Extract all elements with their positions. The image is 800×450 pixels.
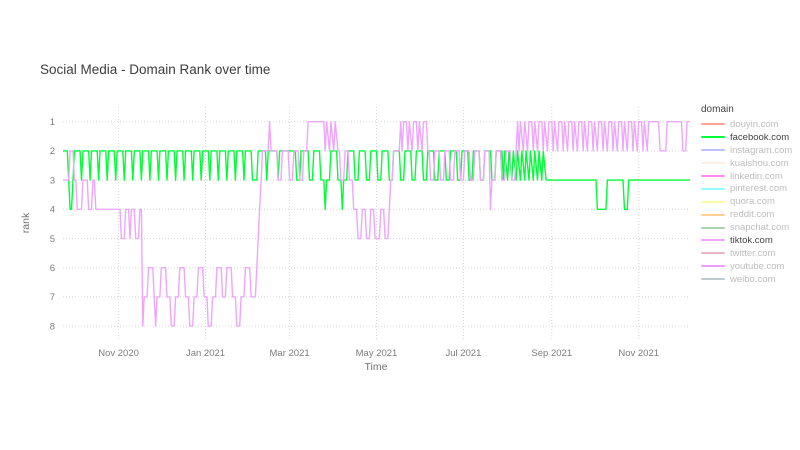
legend-item-tiktok.com[interactable]: tiktok.com xyxy=(701,234,797,247)
legend-swatch xyxy=(701,252,725,255)
legend-swatch xyxy=(701,175,725,177)
legend-swatch xyxy=(701,187,725,190)
legend-swatch xyxy=(701,278,725,281)
legend-item-reddit.com[interactable]: reddit.com xyxy=(701,208,797,221)
legend-swatch xyxy=(701,200,725,203)
y-tick-label: 8 xyxy=(50,321,55,332)
legend-swatch xyxy=(701,213,725,216)
legend-item-youtube.com[interactable]: youtube.com xyxy=(701,260,797,273)
x-tick-label: May 2021 xyxy=(356,348,398,359)
legend-item-label: reddit.com xyxy=(730,209,775,221)
y-axis-title: rank xyxy=(20,212,32,234)
legend-item-label: snapchat.com xyxy=(730,222,790,234)
legend: domain douyin.com facebook.com instagram.c… xyxy=(701,104,797,286)
y-tick-label: 4 xyxy=(50,205,55,216)
series-line-tiktok.com xyxy=(63,120,690,327)
legend-item-label: tiktok.com xyxy=(730,234,773,246)
legend-item-label: douyin.com xyxy=(730,118,779,130)
legend-swatch xyxy=(701,149,725,152)
legend-item-facebook.com[interactable]: facebook.com xyxy=(701,131,797,144)
y-tick-label: 7 xyxy=(50,292,55,303)
y-tick-label: 5 xyxy=(50,234,55,245)
legend-item-label: twitter.com xyxy=(730,247,776,259)
y-tick-label: 3 xyxy=(50,175,55,186)
legend-item-label: instagram.com xyxy=(730,144,793,156)
x-tick-label: Nov 2020 xyxy=(98,348,139,359)
legend-item-kuaishou.com[interactable]: kuaishou.com xyxy=(701,157,797,170)
x-tick-label: Jul 2021 xyxy=(445,348,481,359)
legend-item-pinterest.com[interactable]: pinterest.com xyxy=(701,182,797,195)
legend-swatch xyxy=(701,226,725,229)
legend-item-label: linkedin.com xyxy=(730,170,783,182)
legend-item-label: kuaishou.com xyxy=(730,157,789,169)
x-tick-label: Sep 2021 xyxy=(531,348,572,359)
legend-item-linkedin.com[interactable]: linkedin.com xyxy=(701,170,797,183)
legend-item-twitter.com[interactable]: twitter.com xyxy=(701,247,797,260)
legend-item-label: youtube.com xyxy=(730,260,785,272)
legend-item-snapchat.com[interactable]: snapchat.com xyxy=(701,221,797,234)
legend-item-quora.com[interactable]: quora.com xyxy=(701,195,797,208)
x-tick-label: Jan 2021 xyxy=(186,348,225,359)
legend-item-label: pinterest.com xyxy=(730,183,788,195)
legend-items: douyin.com facebook.com instagram.com kuais… xyxy=(701,118,797,286)
legend-swatch xyxy=(701,162,725,165)
x-axis-title: Time xyxy=(364,361,388,373)
legend-item-label: facebook.com xyxy=(730,131,790,143)
legend-item-label: weibo.com xyxy=(730,273,776,285)
series-line-facebook.com xyxy=(63,150,690,211)
legend-item-douyin.com[interactable]: douyin.com xyxy=(701,118,797,131)
y-tick-label: 2 xyxy=(50,146,55,157)
legend-item-instagram.com[interactable]: instagram.com xyxy=(701,144,797,157)
chart-title: Social Media - Domain Rank over time xyxy=(40,62,271,77)
y-tick-label: 6 xyxy=(50,263,55,274)
y-tick-label: 1 xyxy=(50,117,55,128)
legend-swatch xyxy=(701,265,725,268)
legend-swatch xyxy=(701,136,725,139)
legend-item-weibo.com[interactable]: weibo.com xyxy=(701,273,797,286)
x-tick-label: Mar 2021 xyxy=(270,348,310,359)
legend-title: domain xyxy=(701,104,734,115)
legend-swatch xyxy=(701,239,725,242)
legend-item-label: quora.com xyxy=(730,196,775,208)
legend-swatch xyxy=(701,123,725,126)
x-tick-label: Nov 2021 xyxy=(618,348,659,359)
